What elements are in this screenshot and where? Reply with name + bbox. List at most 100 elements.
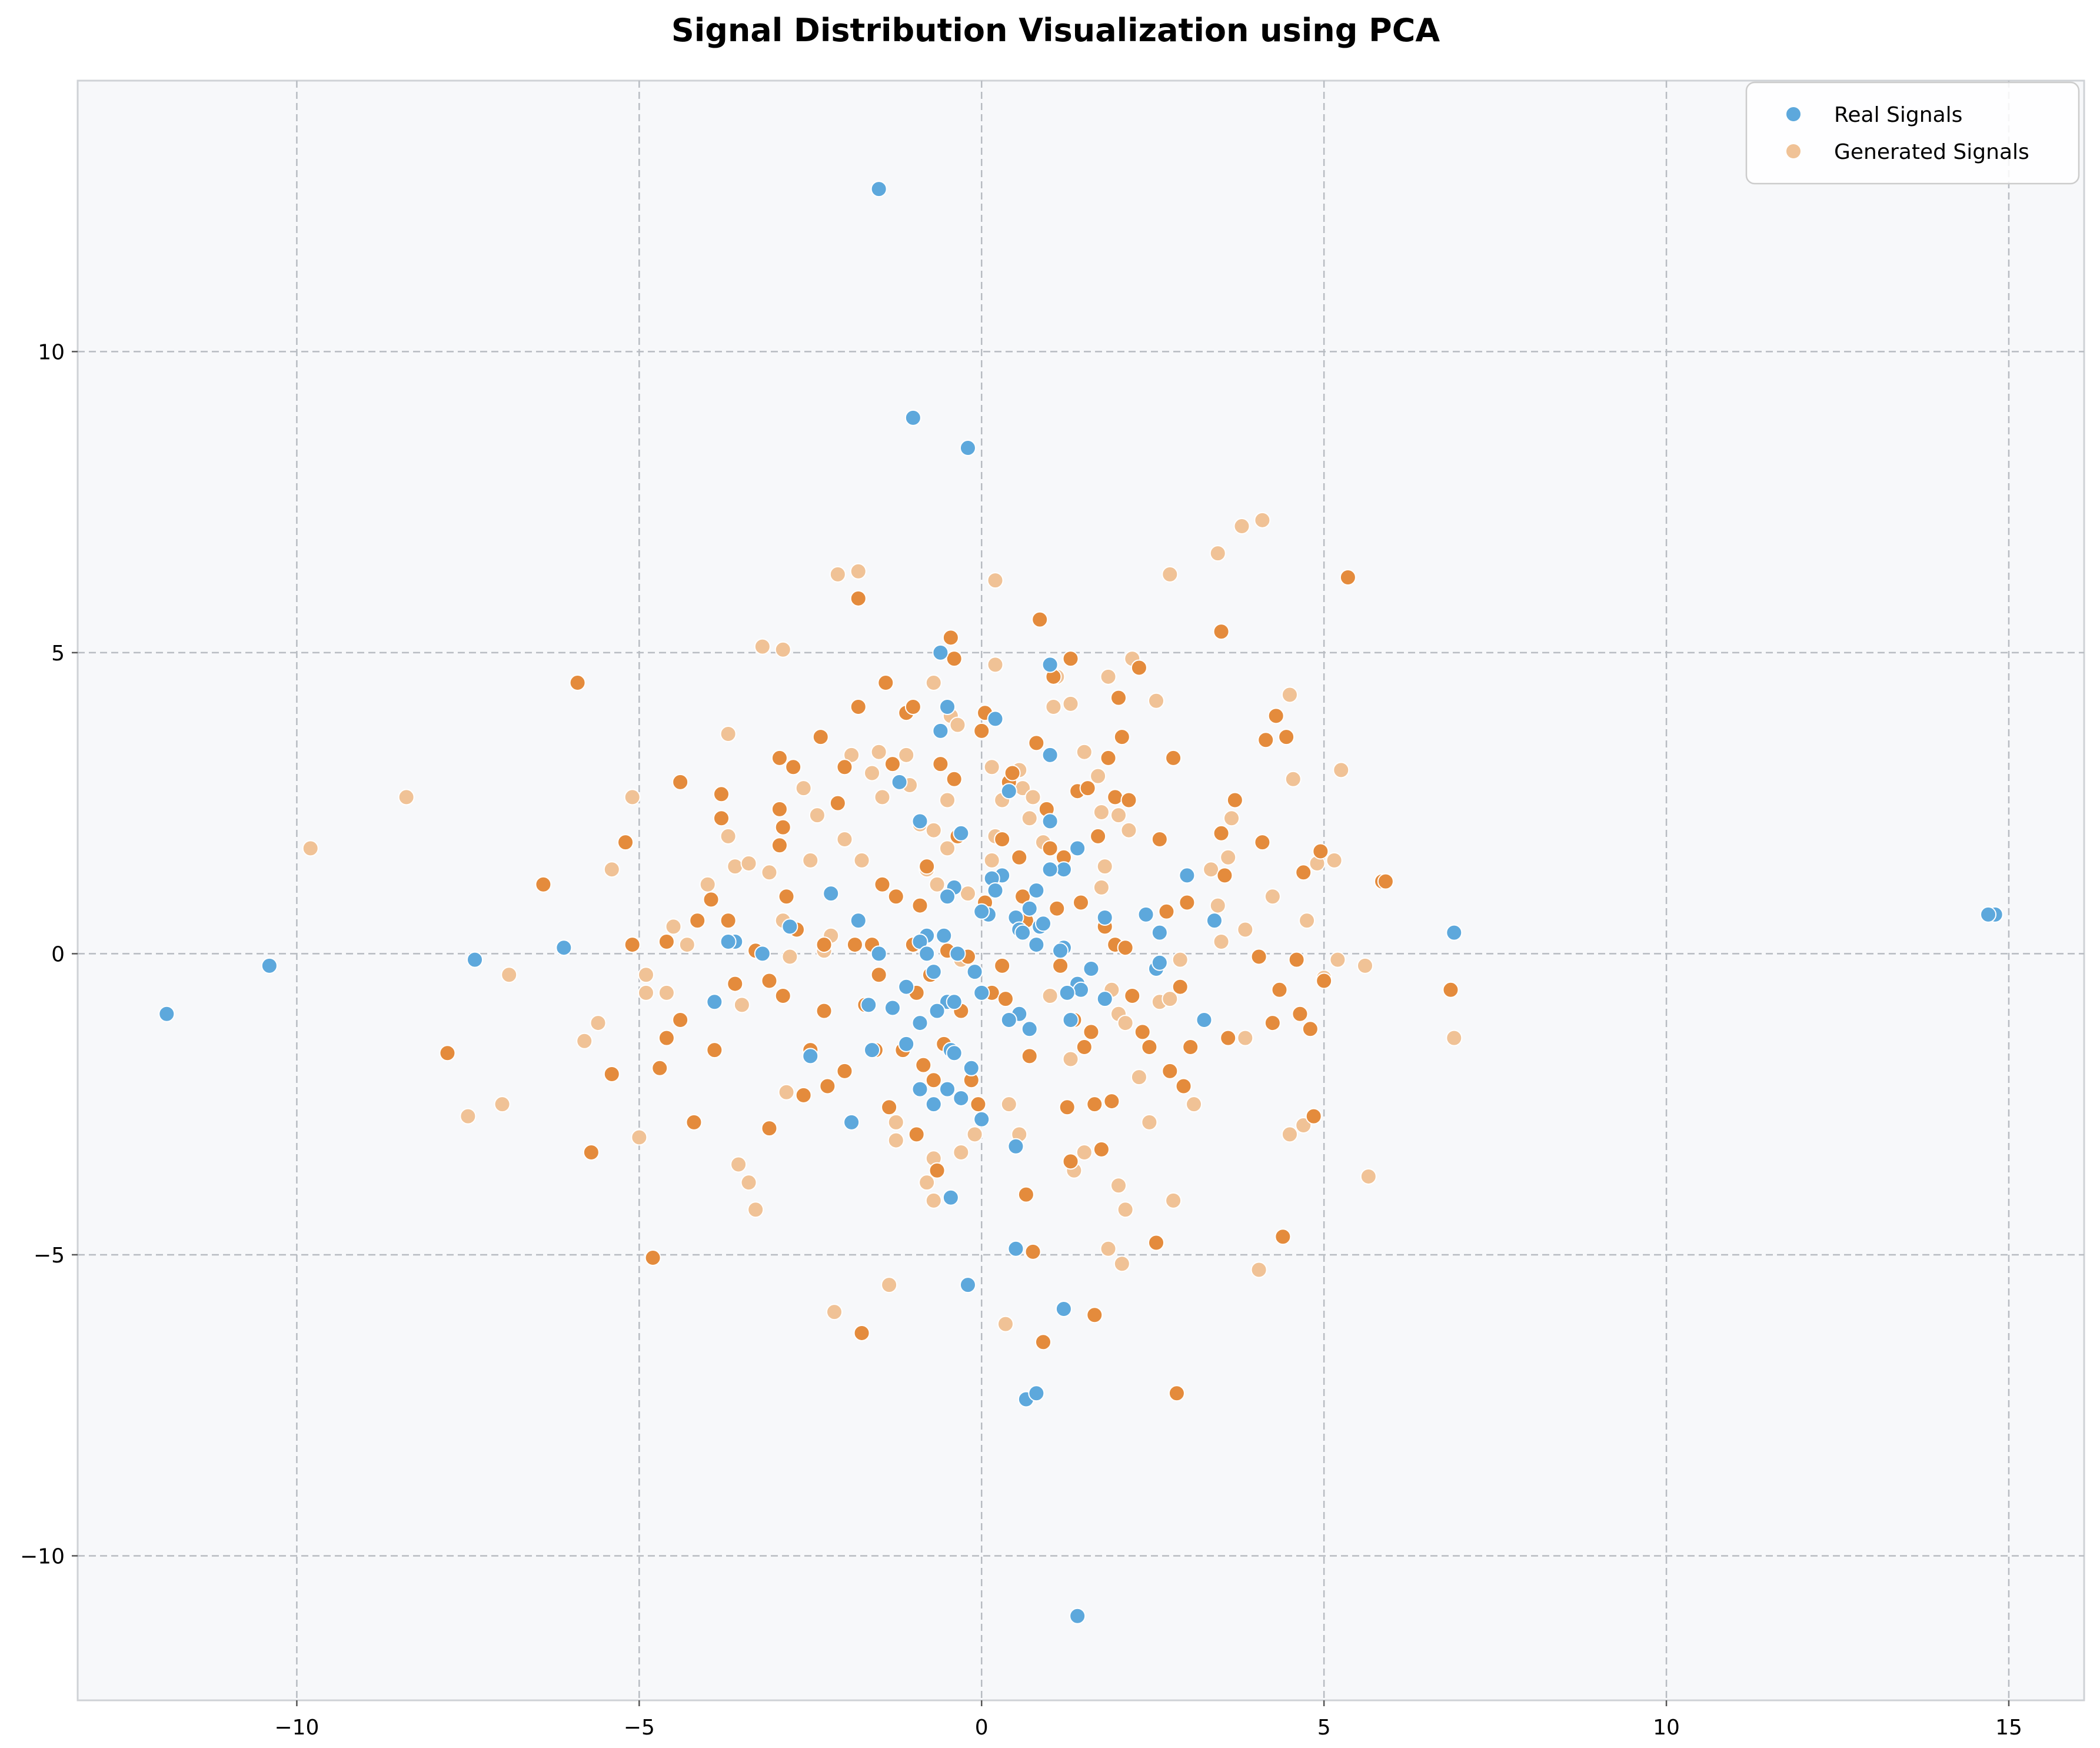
generated-signal-point: [1312, 843, 1329, 860]
real-signal-point: [706, 993, 723, 1011]
legend-marker-real: [1785, 106, 1802, 122]
generated-signal-point: [1041, 840, 1059, 857]
real-signal-point: [860, 996, 877, 1013]
generated-signal-point: [1096, 858, 1113, 875]
real-signal-point: [939, 698, 956, 715]
generated-signal-point: [1148, 692, 1165, 709]
generated-signal-point: [870, 743, 887, 760]
generated-signal-point: [727, 858, 744, 875]
generated-signal-point: [1062, 1051, 1079, 1068]
generated-signal-point: [884, 756, 901, 773]
real-signal-point: [1073, 981, 1089, 998]
real-signal-point: [1028, 936, 1045, 953]
real-signal-point: [911, 813, 928, 830]
generated-signal-point: [706, 1042, 723, 1059]
generated-signal-point: [754, 638, 771, 655]
generated-signal-point: [761, 1120, 778, 1137]
generated-signal-point: [928, 1162, 946, 1179]
generated-signal-point: [1442, 981, 1459, 998]
generated-signal-point: [887, 1132, 904, 1149]
generated-signal-point: [911, 897, 928, 914]
generated-signal-point: [939, 840, 956, 857]
generated-signal-point: [1264, 1015, 1281, 1032]
generated-signal-point: [915, 1056, 932, 1074]
generated-signal-point: [1281, 1126, 1298, 1143]
generated-signal-point: [1237, 1029, 1254, 1046]
generated-signal-point: [1233, 518, 1250, 535]
generated-signal-point: [1076, 1038, 1093, 1055]
generated-signal-point: [925, 674, 942, 692]
generated-signal-point: [1124, 988, 1141, 1005]
real-signal-point: [925, 963, 942, 981]
real-signal-point: [1041, 813, 1059, 830]
generated-signal-point: [874, 789, 891, 806]
real-signal-point: [1179, 867, 1196, 884]
generated-signal-point: [1377, 873, 1394, 890]
generated-signal-point: [1182, 1038, 1199, 1055]
generated-signal-point: [1021, 1048, 1038, 1065]
real-signal-point: [1021, 900, 1038, 917]
real-signal-point: [1137, 906, 1154, 923]
generated-signal-point: [881, 1277, 898, 1294]
generated-signal-point: [966, 1126, 983, 1143]
generated-signal-point: [1220, 1029, 1237, 1046]
real-signal-point: [754, 945, 771, 962]
real-signal-point: [966, 963, 983, 981]
generated-signal-point: [1264, 888, 1281, 905]
generated-signal-point: [1103, 1093, 1120, 1110]
generated-signal-point: [795, 780, 812, 797]
generated-signal-point: [1209, 545, 1226, 562]
real-signal-point: [850, 912, 867, 929]
generated-signal-point: [1281, 686, 1298, 703]
real-signal-point: [1062, 1011, 1079, 1028]
generated-signal-point: [603, 861, 620, 878]
generated-signal-point: [1120, 792, 1137, 809]
generated-signal-point: [785, 759, 802, 776]
real-signal-point: [959, 440, 976, 457]
generated-signal-point: [1267, 707, 1284, 725]
generated-signal-point: [1083, 1023, 1100, 1041]
generated-signal-point: [720, 726, 737, 743]
real-signal-point: [959, 1277, 976, 1294]
generated-signal-point: [795, 1086, 812, 1104]
generated-signal-point: [925, 822, 942, 839]
generated-signal-point: [644, 1249, 661, 1267]
generated-signal-point: [918, 1174, 936, 1191]
generated-signal-point: [970, 1096, 987, 1113]
generated-signal-point: [685, 1114, 703, 1131]
generated-signal-point: [624, 936, 641, 953]
generated-signal-point: [973, 722, 990, 739]
generated-signal-point: [836, 759, 853, 776]
generated-signal-point: [1329, 951, 1346, 968]
generated-signal-point: [703, 891, 720, 908]
real-signal-point: [802, 1048, 819, 1065]
generated-signal-point: [1086, 1307, 1103, 1324]
generated-signal-point: [761, 864, 778, 881]
generated-signal-point: [1113, 729, 1130, 746]
generated-signal-point: [1295, 1116, 1312, 1134]
generated-signal-point: [1052, 957, 1069, 974]
generated-signal-point: [1271, 981, 1288, 998]
real-signal-point: [973, 1111, 990, 1128]
generated-signal-point: [720, 828, 737, 845]
generated-signal-point: [918, 858, 936, 875]
generated-signal-point: [1172, 951, 1189, 968]
generated-signal-point: [1250, 1261, 1267, 1278]
generated-signal-point: [1076, 743, 1093, 760]
generated-signal-point: [771, 837, 788, 854]
generated-signal-point: [983, 852, 1000, 869]
real-signal-point: [1151, 924, 1168, 941]
x-tick-label: 0: [975, 1716, 989, 1740]
x-tick-label: 5: [1317, 1716, 1331, 1740]
generated-signal-point: [1223, 810, 1240, 827]
generated-signal-point: [959, 885, 976, 902]
generated-signal-point: [1117, 1015, 1134, 1032]
generated-signal-point: [819, 1078, 836, 1095]
generated-signal-point: [1110, 689, 1127, 706]
generated-signal-point: [1021, 810, 1038, 827]
real-signal-point: [1196, 1011, 1213, 1028]
generated-signal-point: [1250, 948, 1267, 965]
generated-signal-point: [1079, 780, 1096, 797]
generated-signal-point: [713, 810, 730, 827]
generated-signal-point: [1226, 792, 1243, 809]
